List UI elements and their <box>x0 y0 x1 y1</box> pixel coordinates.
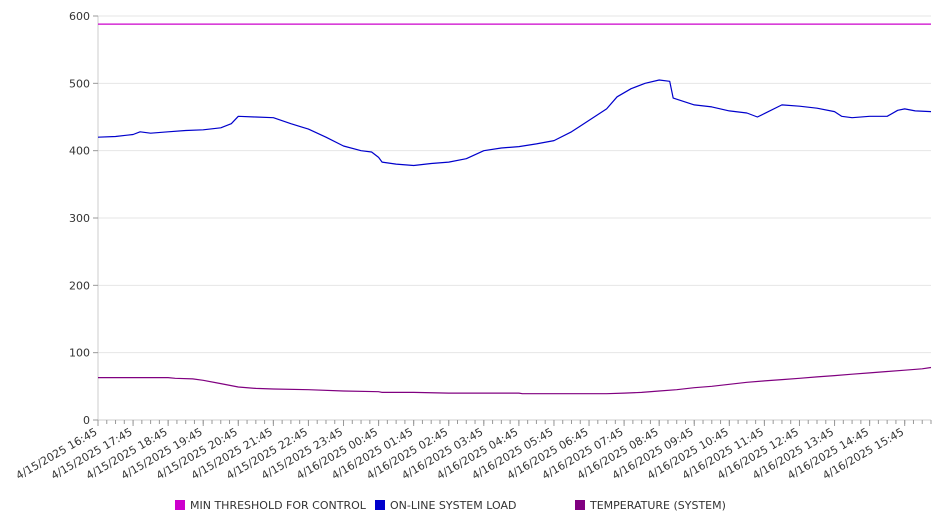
legend-swatch <box>575 500 585 510</box>
y-tick-label: 600 <box>69 10 90 23</box>
series-line-1 <box>97 79 932 167</box>
legend-swatch <box>175 500 185 510</box>
grid-lines <box>98 15 931 354</box>
y-tick-label: 100 <box>69 347 90 360</box>
y-tick-label: 500 <box>69 77 90 90</box>
legend-swatch <box>375 500 385 510</box>
legend-entry-label: MIN THRESHOLD FOR CONTROL <box>190 499 367 512</box>
series-lines <box>97 23 932 395</box>
legend-entry-label: ON-LINE SYSTEM LOAD <box>390 499 516 512</box>
y-tick-label: 400 <box>69 145 90 158</box>
x-axis-ticks: 4/15/2025 16:454/15/2025 17:454/15/2025 … <box>14 420 932 482</box>
y-tick-label: 200 <box>69 279 90 292</box>
y-tick-label: 300 <box>69 212 90 225</box>
y-axis-ticks: 0 100 200 300 400 500 600 <box>69 10 98 427</box>
y-tick-label: 0 <box>83 414 90 427</box>
legend: MIN THRESHOLD FOR CONTROL ON-LINE SYSTEM … <box>175 499 726 512</box>
series-line-2 <box>98 366 932 395</box>
legend-entry-label: TEMPERATURE (SYSTEM) <box>589 499 726 512</box>
